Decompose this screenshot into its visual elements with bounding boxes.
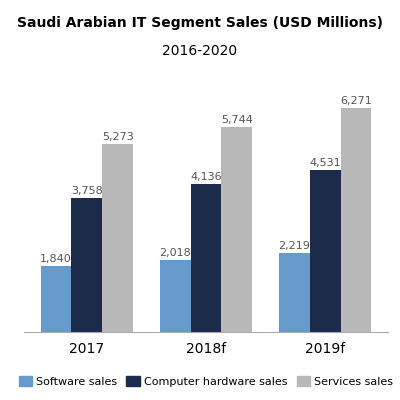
Text: 5,273: 5,273 xyxy=(102,132,134,142)
Bar xyxy=(102,144,133,332)
Bar xyxy=(190,184,222,332)
Bar xyxy=(72,198,102,332)
Text: 5,744: 5,744 xyxy=(221,115,253,125)
Text: 1,840: 1,840 xyxy=(40,254,72,264)
Text: 2,018: 2,018 xyxy=(159,248,191,258)
Text: 4,136: 4,136 xyxy=(190,172,222,182)
Text: 2016-2020: 2016-2020 xyxy=(162,44,238,58)
Bar xyxy=(160,260,190,332)
Bar xyxy=(222,127,252,332)
Bar xyxy=(40,266,72,332)
Bar xyxy=(340,108,372,332)
Bar xyxy=(279,253,310,332)
Text: 6,271: 6,271 xyxy=(340,96,372,106)
Text: 3,758: 3,758 xyxy=(71,186,103,196)
Text: Saudi Arabian IT Segment Sales (USD Millions): Saudi Arabian IT Segment Sales (USD Mill… xyxy=(17,16,383,30)
Text: 4,531: 4,531 xyxy=(309,158,341,168)
Bar xyxy=(310,170,340,332)
Text: 2,219: 2,219 xyxy=(278,241,310,251)
Legend: Software sales, Computer hardware sales, Services sales: Software sales, Computer hardware sales,… xyxy=(14,372,398,392)
